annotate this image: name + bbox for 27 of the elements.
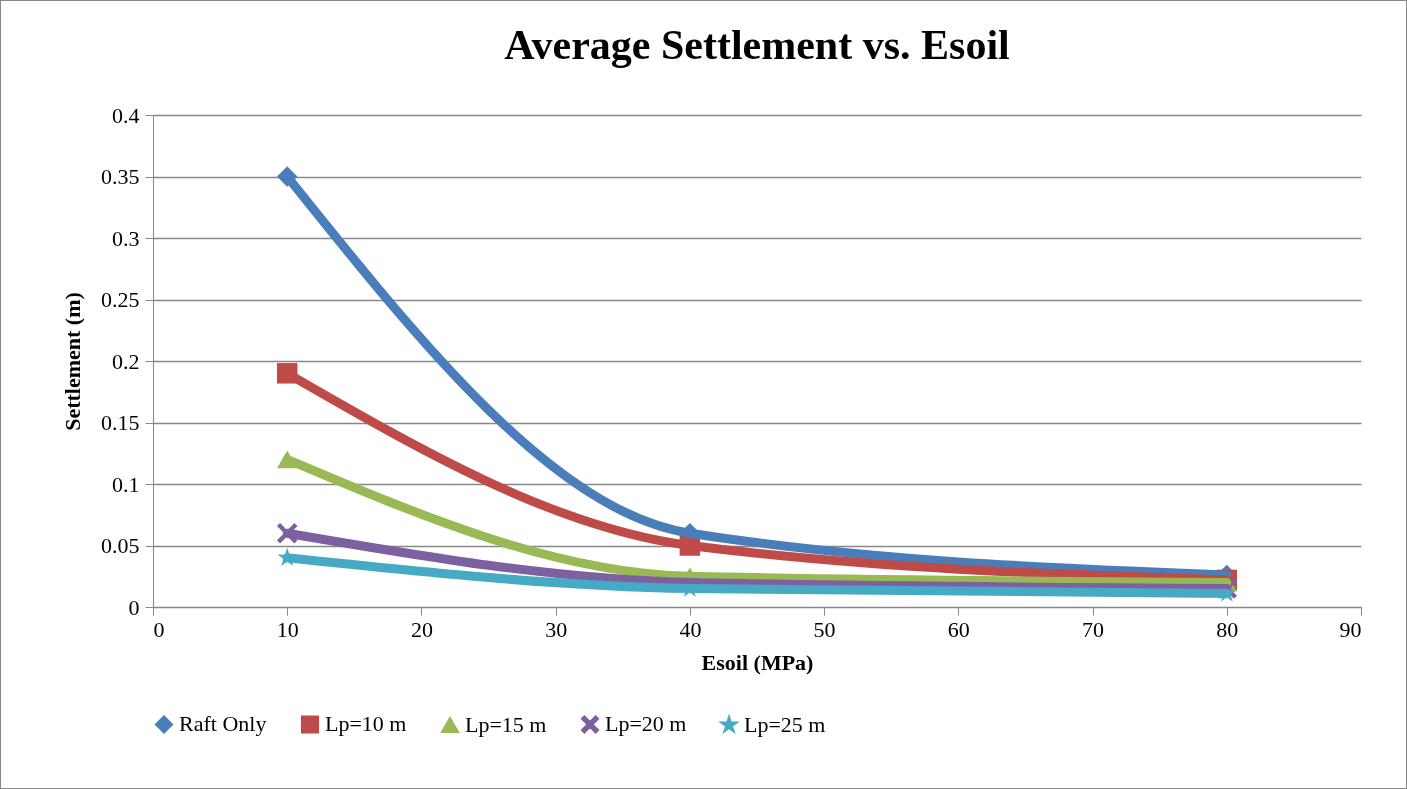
x-tick-label: 20 bbox=[410, 616, 433, 642]
legend-label: Lp=10 m bbox=[325, 711, 407, 737]
y-tick-label: 0.2 bbox=[112, 348, 140, 374]
x-tick-label: 40 bbox=[679, 616, 702, 642]
x-axis-title: Esoil (MPa) bbox=[701, 649, 814, 675]
y-tick-label: 0.35 bbox=[101, 164, 140, 189]
y-axis-title: Settlement (m) bbox=[60, 292, 85, 431]
y-tick-label: 0.3 bbox=[112, 225, 140, 251]
legend-label: Lp=15 m bbox=[465, 712, 547, 737]
x-tick-label: 30 bbox=[545, 616, 568, 642]
x-tick-label: 0 bbox=[153, 616, 165, 642]
x-tick-label: 50 bbox=[813, 616, 836, 642]
x-tick-label: 80 bbox=[1216, 616, 1239, 642]
legend-label: Lp=25 m bbox=[744, 712, 826, 737]
y-tick-label: 0.25 bbox=[101, 287, 140, 312]
x-tick-label: 90 bbox=[1339, 616, 1362, 642]
x-tick-label: 60 bbox=[947, 616, 970, 642]
y-tick-label: 0.1 bbox=[112, 471, 140, 497]
legend-label: Raft Only bbox=[179, 711, 267, 737]
y-tick-label: 0.05 bbox=[101, 533, 140, 558]
y-tick-label: 0.15 bbox=[101, 410, 140, 435]
chart-title: Average Settlement vs. Esoil bbox=[504, 22, 1010, 68]
x-tick-label: 70 bbox=[1082, 616, 1105, 642]
legend-label: Lp=20 m bbox=[605, 711, 687, 737]
y-tick-label: 0 bbox=[128, 594, 140, 620]
y-tick-label: 0.4 bbox=[112, 102, 140, 128]
x-tick-label: 10 bbox=[276, 616, 299, 642]
